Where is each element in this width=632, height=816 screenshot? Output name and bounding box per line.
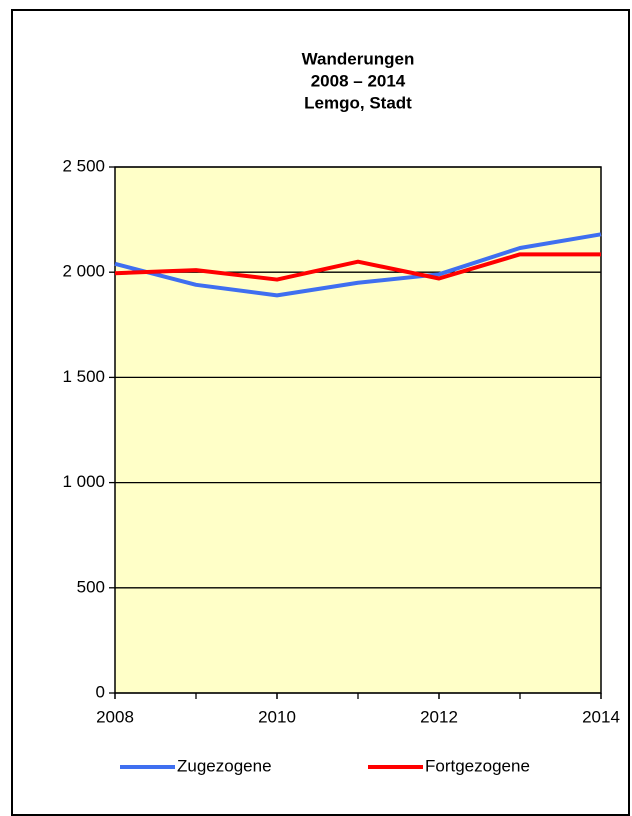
y-tick-label: 1 500 [62, 367, 105, 386]
legend-label: Zugezogene [177, 756, 272, 775]
y-tick-label: 2 000 [62, 262, 105, 281]
x-tick-label: 2008 [96, 707, 134, 726]
series-line [114, 232, 602, 298]
y-tick-label: 500 [77, 577, 105, 596]
y-tick-label: 0 [96, 682, 105, 701]
x-tick-label: 2014 [582, 707, 620, 726]
chart-title: 2008 – 2014 [311, 71, 406, 90]
y-tick-label: 2 500 [62, 156, 105, 175]
x-tick-label: 2012 [420, 707, 458, 726]
legend-label: Fortgezogene [425, 756, 530, 775]
chart-title: Wanderungen [302, 49, 415, 68]
y-tick-label: 1 000 [62, 472, 105, 491]
chart-title: Lemgo, Stadt [304, 93, 412, 112]
series-line [114, 252, 601, 282]
x-tick-label: 2010 [258, 707, 296, 726]
